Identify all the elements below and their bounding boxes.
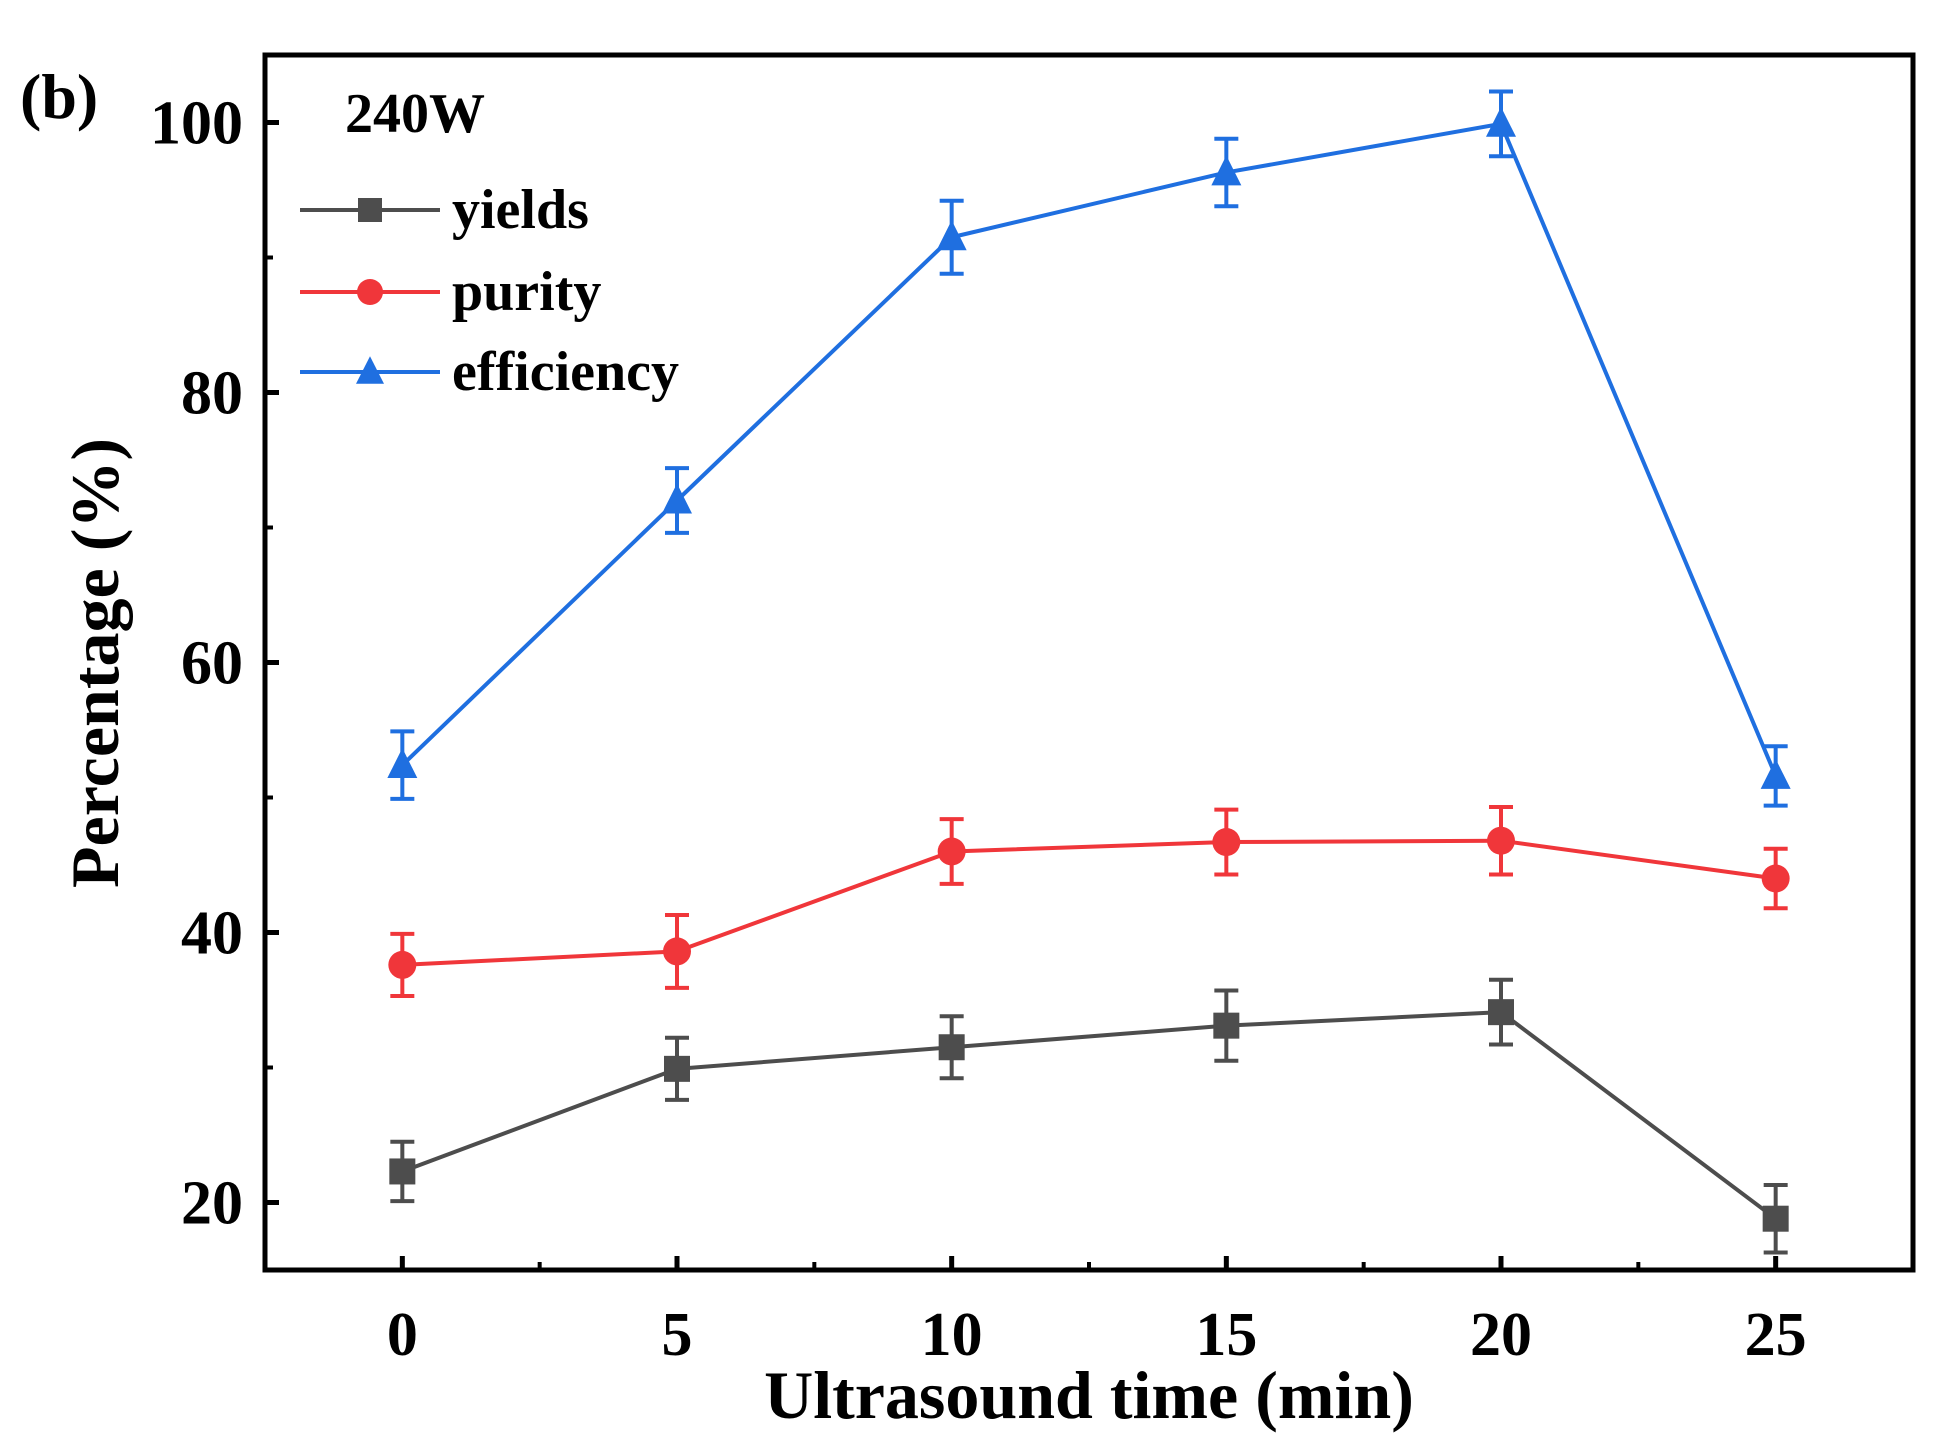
x-axis-title: Ultrasound time (min) bbox=[764, 1357, 1414, 1433]
efficiency-point bbox=[387, 748, 418, 779]
x-tick-label-20: 20 bbox=[1470, 1301, 1532, 1369]
yields-line bbox=[401, 1010, 1777, 1221]
yields-point bbox=[1488, 999, 1514, 1026]
x-tick-label-0: 0 bbox=[387, 1301, 418, 1369]
y-axis-title: Percentage (%) bbox=[57, 438, 133, 888]
purity-line bbox=[402, 838, 1776, 967]
tick-layer: 0 5 10 15 20 25 20 40 60 80 100 bbox=[150, 90, 1807, 1370]
legend-item-efficiency: efficiency bbox=[300, 341, 679, 403]
legend: yields purity efficiency bbox=[300, 179, 679, 403]
legend-item-yields: yields bbox=[300, 179, 589, 241]
efficiency-line bbox=[400, 121, 1778, 777]
legend-marker-yields bbox=[358, 198, 382, 222]
yields-point bbox=[1213, 1012, 1240, 1039]
series-purity bbox=[388, 804, 1790, 998]
y-tick-label-100: 100 bbox=[150, 90, 243, 158]
series-layer bbox=[387, 89, 1791, 1255]
efficiency-point bbox=[662, 483, 692, 514]
panel-label: (b) bbox=[20, 61, 98, 132]
yields-point bbox=[389, 1158, 416, 1185]
purity-point bbox=[1212, 828, 1241, 857]
efficiency-point bbox=[1760, 758, 1791, 789]
efficiency-point bbox=[1211, 155, 1242, 186]
legend-marker-purity bbox=[357, 279, 383, 305]
legend-label-efficiency: efficiency bbox=[452, 341, 679, 403]
yields-point bbox=[1762, 1205, 1789, 1232]
legend-marker-efficiency bbox=[356, 356, 384, 384]
x-tick-label-25: 25 bbox=[1745, 1301, 1807, 1369]
purity-point bbox=[663, 937, 691, 966]
legend-item-purity: purity bbox=[300, 261, 601, 323]
purity-point bbox=[1487, 826, 1515, 855]
yields-point bbox=[664, 1055, 690, 1082]
y-tick-label-60: 60 bbox=[181, 630, 243, 698]
efficiency-point bbox=[1486, 106, 1516, 137]
y-tick-label-40: 40 bbox=[181, 900, 243, 968]
yields-point bbox=[938, 1034, 965, 1061]
legend-label-purity: purity bbox=[452, 261, 601, 323]
x-tick-label-5: 5 bbox=[662, 1301, 693, 1369]
purity-point bbox=[1761, 864, 1790, 893]
y-tick-label-80: 80 bbox=[181, 360, 243, 428]
efficiency-point bbox=[936, 220, 967, 251]
y-tick-label-20: 20 bbox=[181, 1170, 243, 1238]
series-yields bbox=[389, 977, 1789, 1255]
x-tick-label-15: 15 bbox=[1195, 1301, 1257, 1369]
series-efficiency bbox=[387, 89, 1791, 808]
purity-point bbox=[388, 950, 417, 979]
x-tick-label-10: 10 bbox=[921, 1301, 983, 1369]
legend-label-yields: yields bbox=[452, 179, 589, 241]
power-annotation: 240W bbox=[345, 83, 485, 145]
purity-point bbox=[937, 837, 966, 866]
